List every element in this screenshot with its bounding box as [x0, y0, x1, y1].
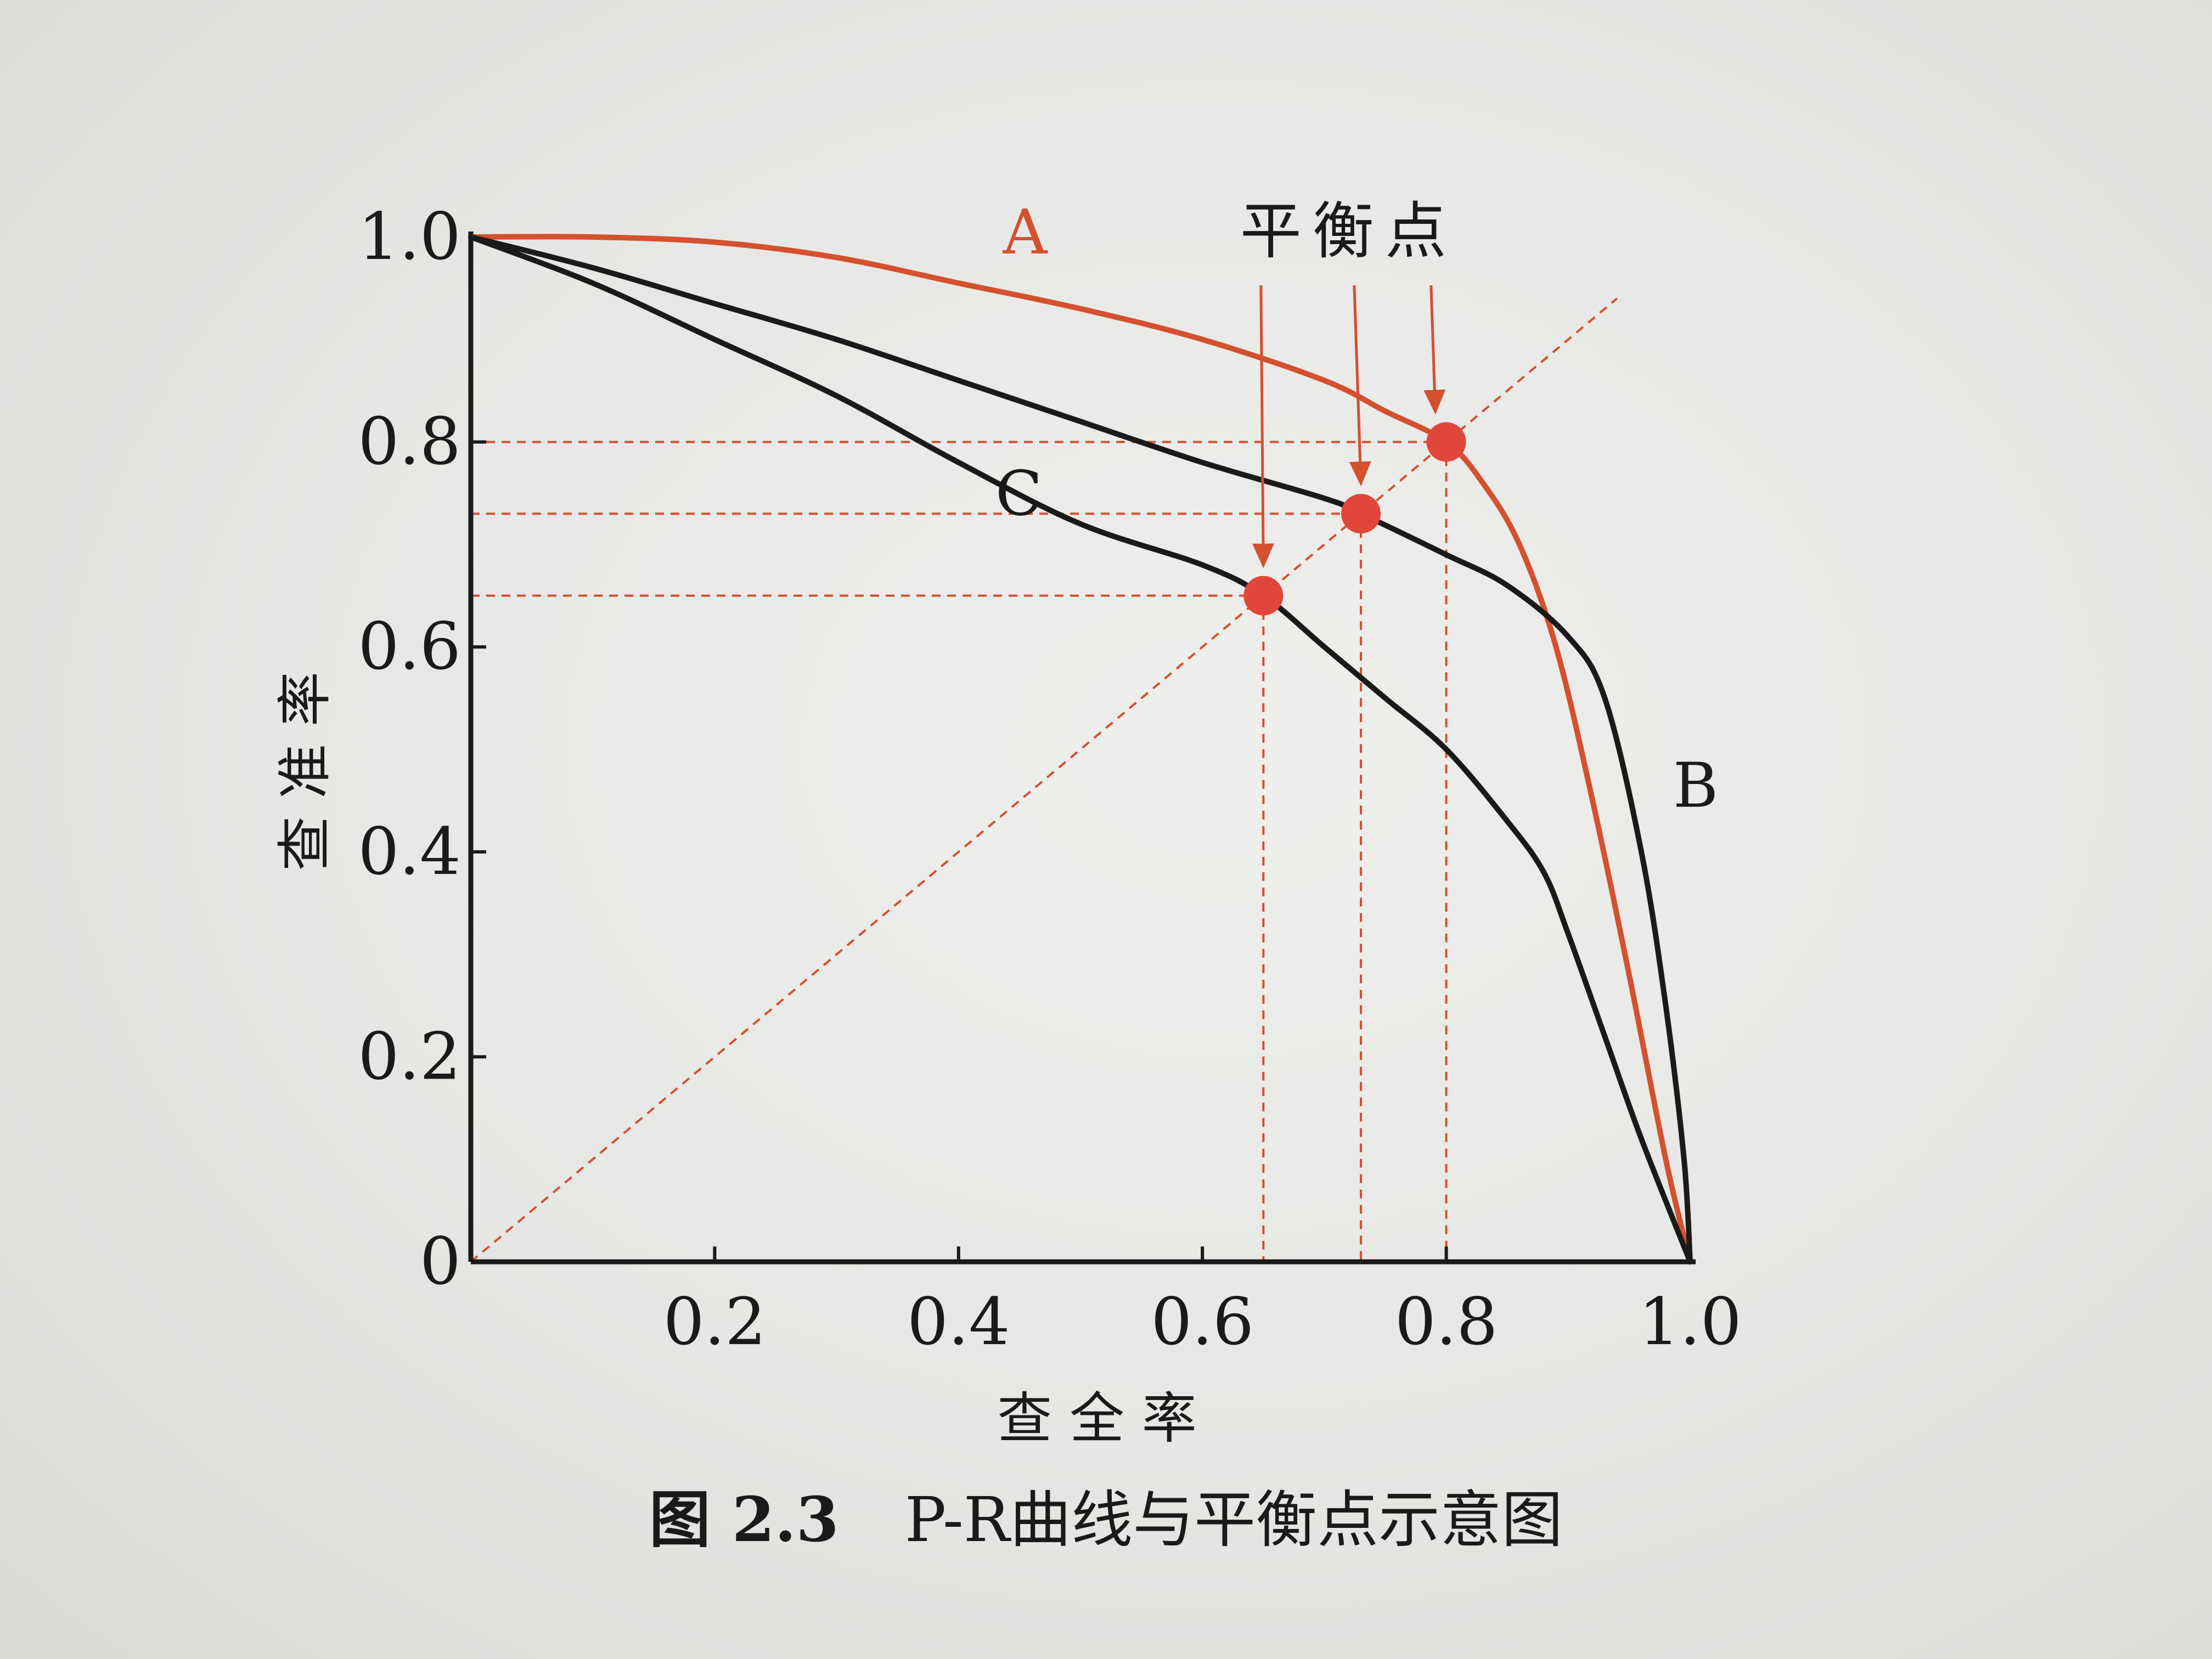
y-tick-label-1: 0.2 — [358, 1018, 461, 1094]
x-tick-label-4: 1.0 — [1639, 1284, 1742, 1359]
balance-point-1 — [1341, 494, 1381, 534]
caption-text: P-R曲线与平衡点示意图 — [904, 1485, 1563, 1556]
x-tick-label-2: 0.6 — [1151, 1284, 1254, 1359]
curve-label-C: C — [995, 458, 1043, 529]
y-tick-label-0: 0 — [420, 1223, 461, 1299]
x-axis-title: 查 全 率 — [997, 1386, 1197, 1451]
annotation-arrow-2 — [1252, 285, 1274, 568]
y-axis-title: 查 准 率 — [273, 672, 337, 871]
x-tick-label-1: 0.4 — [907, 1284, 1010, 1359]
y-tick-label-3: 0.6 — [358, 608, 461, 684]
annotation-arrow-0 — [1423, 285, 1446, 415]
diagonal-line — [470, 297, 1618, 1263]
curve-label-B: B — [1673, 751, 1718, 822]
annotation-arrow-1 — [1349, 285, 1371, 487]
curve-label-A: A — [1002, 197, 1048, 268]
x-tick-label-0: 0.2 — [663, 1284, 767, 1359]
curve-A — [468, 234, 1693, 1265]
figure-number: 图 2.3 — [649, 1484, 839, 1556]
balance-point-2 — [1243, 575, 1284, 616]
y-tick-label-2: 0.4 — [358, 814, 461, 889]
x-tick-label-3: 0.8 — [1395, 1284, 1498, 1359]
y-tick-label-5: 1.0 — [358, 199, 461, 274]
axes: 0 0.2 0.4 0.6 0.8 1.0 0.2 0.4 0.6 0.8 1.0 — [358, 199, 1742, 1359]
figure-caption: 图 2.3 P-R曲线与平衡点示意图 — [0, 1470, 2212, 1559]
chart-labels: 查 全 率 查 准 率 平衡点 A B C — [273, 196, 1718, 1451]
balance-point-annotation: 平衡点 — [1240, 196, 1457, 267]
dashed-guides — [470, 297, 1618, 1263]
y-tick-label-4: 0.8 — [358, 404, 461, 479]
balance-point-0 — [1426, 422, 1466, 462]
balance-point-markers — [1243, 285, 1466, 616]
curve-C — [468, 234, 1693, 1265]
pr-curve-chart: 0 0.2 0.4 0.6 0.8 1.0 0.2 0.4 0.6 0.8 1.0 查 全 率 查 … — [273, 196, 1742, 1451]
